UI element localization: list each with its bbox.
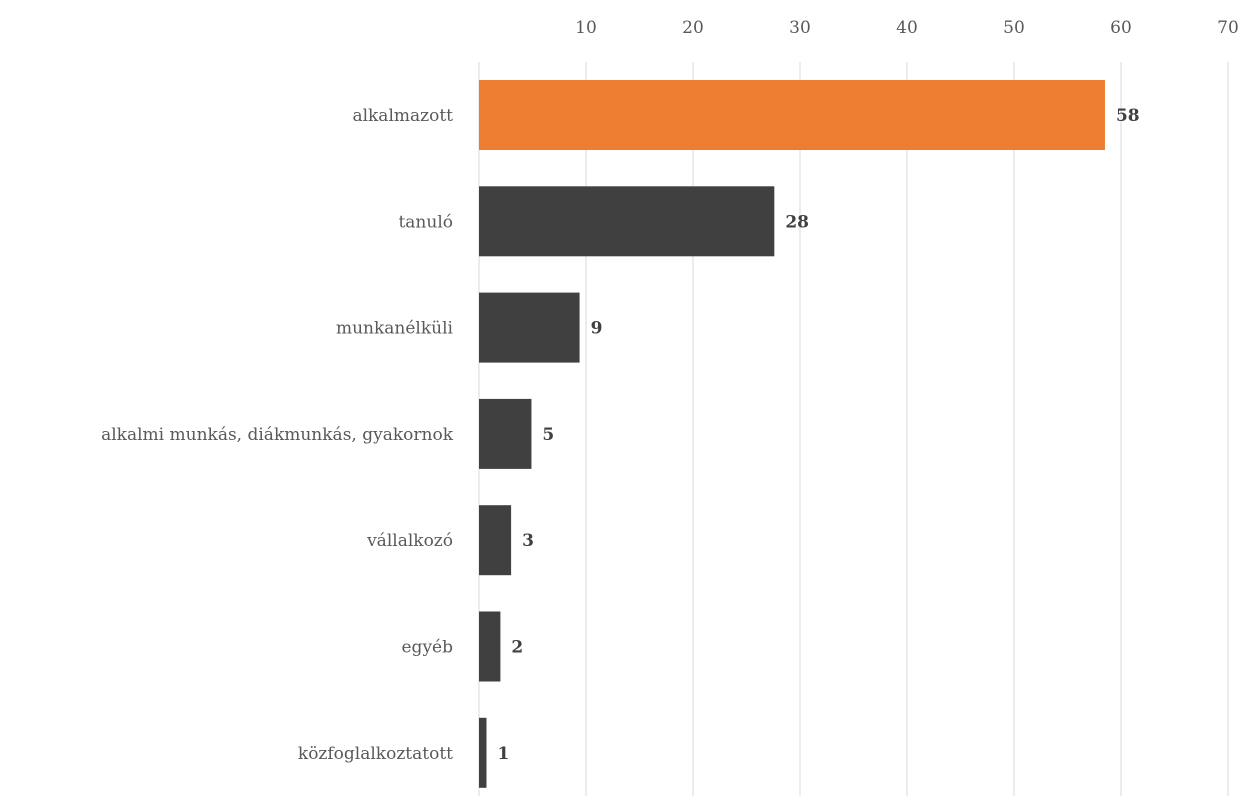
data-label: 28 bbox=[785, 212, 809, 232]
data-label: 9 bbox=[591, 319, 603, 339]
grid-layer bbox=[478, 62, 1229, 796]
x-axis-ticks: 10 20 30 40 50 60 70 bbox=[575, 18, 1239, 38]
bar bbox=[479, 80, 1105, 150]
category-label: alkalmazott bbox=[352, 106, 453, 126]
category-label: közfoglalkoztatott bbox=[298, 744, 453, 764]
bar bbox=[479, 505, 512, 576]
data-label: 1 bbox=[497, 744, 509, 764]
bar bbox=[479, 398, 532, 469]
category-label: munkanélküli bbox=[336, 319, 454, 339]
bar bbox=[479, 292, 580, 363]
category-label: alkalmi munkás, diákmunkás, gyakornok bbox=[101, 425, 454, 445]
category-label: vállalkozó bbox=[366, 531, 453, 551]
x-tick-label: 40 bbox=[896, 18, 918, 38]
data-labels: 58 28 9 5 3 2 1 bbox=[497, 106, 1139, 764]
bar bbox=[479, 186, 775, 257]
category-labels: alkalmazott tanuló munkanélküli alkalmi mun… bbox=[101, 106, 454, 764]
x-tick-label: 70 bbox=[1217, 18, 1239, 38]
category-label: tanuló bbox=[398, 212, 453, 232]
x-tick-label: 30 bbox=[789, 18, 811, 38]
data-label: 3 bbox=[522, 531, 534, 551]
bars bbox=[479, 80, 1105, 788]
bar bbox=[479, 611, 501, 682]
bar bbox=[479, 717, 487, 788]
x-tick-label: 50 bbox=[1003, 18, 1025, 38]
x-tick-label: 60 bbox=[1110, 18, 1132, 38]
x-tick-label: 10 bbox=[575, 18, 597, 38]
category-label: egyéb bbox=[402, 638, 454, 658]
data-label: 2 bbox=[511, 638, 523, 658]
x-tick-label: 20 bbox=[682, 18, 704, 38]
data-label: 5 bbox=[542, 425, 554, 445]
data-label: 58 bbox=[1116, 106, 1140, 126]
